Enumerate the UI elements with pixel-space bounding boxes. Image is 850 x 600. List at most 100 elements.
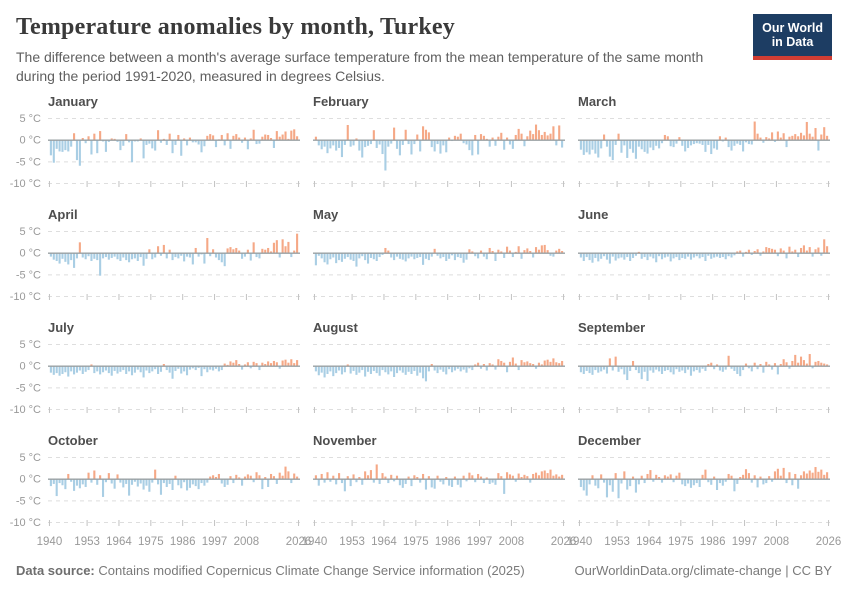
bar-october-2024[interactable] xyxy=(293,473,296,479)
bar-october-1995[interactable] xyxy=(209,476,212,479)
bar-october-1955[interactable] xyxy=(93,470,96,479)
bar-april-1981[interactable] xyxy=(168,249,171,253)
bar-august-1948[interactable] xyxy=(338,365,341,371)
bar-april-1988[interactable] xyxy=(188,252,191,258)
bar-february-2025[interactable] xyxy=(561,139,564,148)
bar-may-1948[interactable] xyxy=(338,252,341,260)
bar-october-1975[interactable] xyxy=(151,478,154,483)
bar-august-1959[interactable] xyxy=(369,365,372,374)
bar-march-1972[interactable] xyxy=(672,139,675,147)
bar-february-1948[interactable] xyxy=(338,139,341,148)
bar-december-1988[interactable] xyxy=(718,478,721,483)
bar-january-2008[interactable] xyxy=(246,139,249,150)
bar-march-2013[interactable] xyxy=(791,135,794,140)
bar-august-1971[interactable] xyxy=(404,365,407,375)
bar-october-1985[interactable] xyxy=(180,478,183,489)
bar-june-1941[interactable] xyxy=(582,252,585,261)
bar-november-2003[interactable] xyxy=(497,472,500,479)
bar-march-2019[interactable] xyxy=(808,133,811,140)
bar-december-2000[interactable] xyxy=(753,475,756,479)
bar-october-1971[interactable] xyxy=(139,478,142,484)
bar-june-1945[interactable] xyxy=(594,252,597,258)
bar-august-1989[interactable] xyxy=(456,365,459,369)
bar-october-2015[interactable] xyxy=(267,478,270,487)
bar-june-2024[interactable] xyxy=(823,239,826,253)
bar-march-1940[interactable] xyxy=(579,139,582,150)
bar-august-1967[interactable] xyxy=(393,365,396,377)
bar-june-1950[interactable] xyxy=(608,252,611,264)
bar-october-2018[interactable] xyxy=(275,478,278,484)
bar-december-1990[interactable] xyxy=(724,478,727,482)
bar-june-1986[interactable] xyxy=(713,252,716,258)
bar-november-1952[interactable] xyxy=(349,478,352,486)
bar-april-1986[interactable] xyxy=(183,252,186,262)
bar-august-1968[interactable] xyxy=(395,365,399,373)
bar-december-1962[interactable] xyxy=(643,478,646,483)
bar-july-2022[interactable] xyxy=(287,362,290,366)
bar-april-1948[interactable] xyxy=(73,252,76,268)
bar-may-2011[interactable] xyxy=(520,252,523,259)
bar-september-1974[interactable] xyxy=(678,365,681,372)
bar-december-2021[interactable] xyxy=(814,466,817,479)
bar-february-1974[interactable] xyxy=(413,139,416,144)
bar-may-2004[interactable] xyxy=(500,251,503,253)
bar-may-1973[interactable] xyxy=(410,252,413,257)
bar-september-1988[interactable] xyxy=(718,365,721,371)
bar-december-1986[interactable] xyxy=(713,476,716,479)
bar-may-1949[interactable] xyxy=(340,252,344,262)
bar-june-1994[interactable] xyxy=(736,251,739,253)
bar-november-1949[interactable] xyxy=(340,478,344,483)
bar-august-2019[interactable] xyxy=(543,360,546,366)
bar-july-1973[interactable] xyxy=(145,365,148,371)
bar-march-1993[interactable] xyxy=(733,139,736,146)
bar-january-1946[interactable] xyxy=(67,139,70,152)
bar-december-2023[interactable] xyxy=(820,469,823,479)
bar-august-1942[interactable] xyxy=(320,365,323,373)
bar-november-2022[interactable] xyxy=(552,475,555,479)
bar-january-2000[interactable] xyxy=(223,139,226,146)
bar-april-1940[interactable] xyxy=(49,252,52,257)
bar-may-1982[interactable] xyxy=(436,252,439,256)
bar-october-1982[interactable] xyxy=(171,478,174,490)
bar-october-1991[interactable] xyxy=(197,478,200,489)
bar-march-1953[interactable] xyxy=(617,133,620,140)
bar-august-2025[interactable] xyxy=(561,360,564,366)
bar-may-1953[interactable] xyxy=(352,252,355,261)
bar-march-1964[interactable] xyxy=(649,139,652,148)
bar-march-2003[interactable] xyxy=(762,139,765,143)
bar-april-1951[interactable] xyxy=(81,252,84,258)
bar-january-1944[interactable] xyxy=(61,139,64,152)
bar-october-1968[interactable] xyxy=(130,478,134,485)
bar-august-1958[interactable] xyxy=(366,365,370,372)
bar-october-1947[interactable] xyxy=(70,478,73,482)
bar-july-2003[interactable] xyxy=(232,362,235,366)
bar-august-1996[interactable] xyxy=(477,362,480,366)
chart-svg-april[interactable]: 5 °C 0 °C -5 °C -10 °C xyxy=(10,225,300,311)
bar-june-1967[interactable] xyxy=(658,252,661,256)
bar-january-1974[interactable] xyxy=(148,139,151,144)
bar-september-1985[interactable] xyxy=(710,362,713,366)
bar-april-1977[interactable] xyxy=(157,246,160,253)
bar-july-1982[interactable] xyxy=(171,365,174,379)
bar-march-2006[interactable] xyxy=(771,132,774,140)
bar-september-1987[interactable] xyxy=(715,364,719,366)
bar-march-1976[interactable] xyxy=(684,139,687,152)
bar-april-1998[interactable] xyxy=(217,252,220,260)
bar-november-1947[interactable] xyxy=(335,478,338,485)
bar-september-2003[interactable] xyxy=(762,365,765,373)
bar-september-1994[interactable] xyxy=(736,365,739,374)
bar-october-1965[interactable] xyxy=(122,478,125,488)
bar-october-1954[interactable] xyxy=(90,478,93,483)
bar-march-1941[interactable] xyxy=(582,139,585,155)
bar-april-1973[interactable] xyxy=(145,252,148,259)
bar-february-2010[interactable] xyxy=(517,128,520,140)
bar-april-1941[interactable] xyxy=(52,252,55,260)
bar-july-1994[interactable] xyxy=(206,365,209,373)
bar-july-2005[interactable] xyxy=(238,363,241,366)
bar-december-1968[interactable] xyxy=(660,478,664,483)
bar-february-1960[interactable] xyxy=(372,129,375,140)
bar-april-1962[interactable] xyxy=(113,252,116,257)
bar-may-1980[interactable] xyxy=(430,252,433,257)
bar-january-2024[interactable] xyxy=(293,129,296,140)
bar-february-1990[interactable] xyxy=(459,133,462,140)
